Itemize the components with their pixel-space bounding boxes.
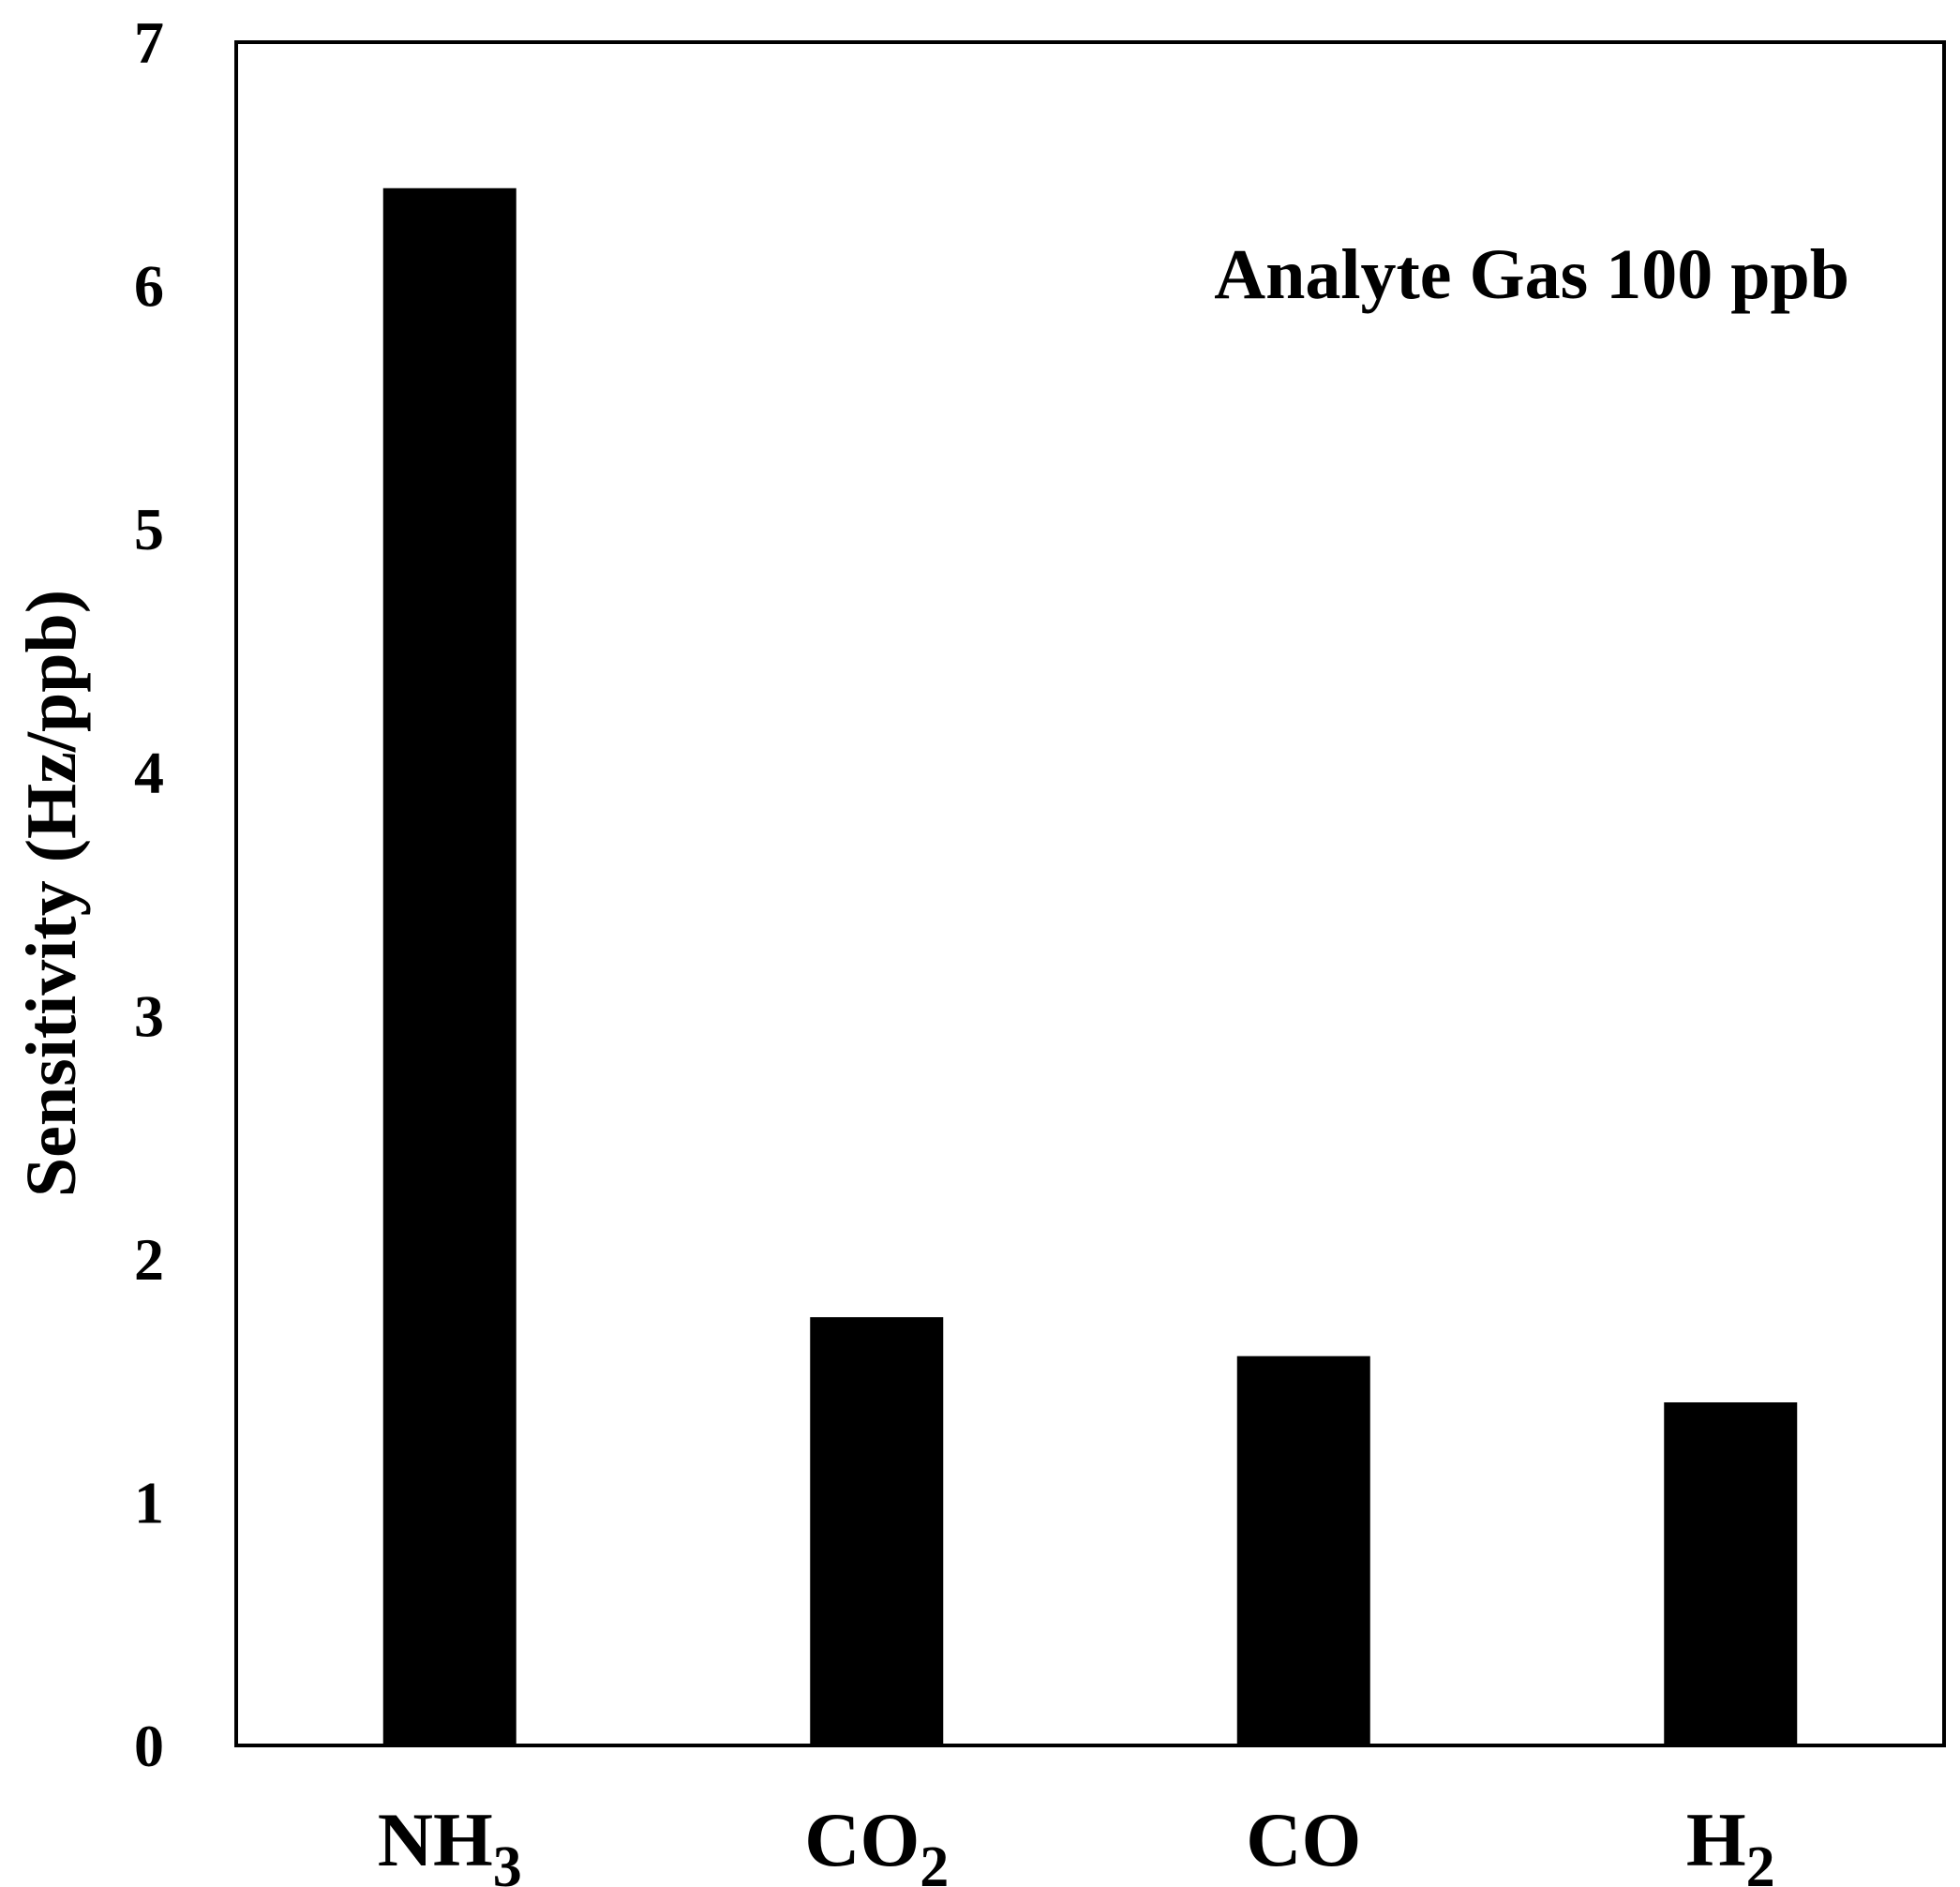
- x-category-label-subscript: 2: [1746, 1835, 1775, 1887]
- x-category-label: CO2: [804, 1797, 949, 1887]
- bar: [1664, 1402, 1798, 1745]
- x-category-label-subscript: 2: [920, 1835, 949, 1887]
- x-category-label-base: NH: [378, 1797, 493, 1882]
- y-axis-ticks: 0 1 2 3 4 5 6 7: [134, 9, 164, 1779]
- y-tick-label: 6: [134, 253, 164, 320]
- x-category-label-base: H: [1686, 1797, 1746, 1882]
- y-tick-label: 1: [134, 1469, 164, 1535]
- y-tick-label: 0: [134, 1713, 164, 1779]
- y-axis-title: Sensitivity (Hz/ppb): [12, 590, 91, 1197]
- x-category-label: H2: [1686, 1797, 1775, 1887]
- x-category-label-base: CO: [1246, 1797, 1361, 1882]
- y-tick-label: 2: [134, 1226, 164, 1293]
- x-category-label-base: CO: [804, 1797, 920, 1882]
- y-tick-label: 5: [134, 496, 164, 562]
- chart-annotation: Analyte Gas 100 ppb: [1214, 235, 1849, 314]
- plot-frame: [234, 40, 1946, 1747]
- bars: [382, 187, 1798, 1745]
- y-tick-label: 4: [134, 740, 164, 806]
- x-category-label: CO: [1246, 1797, 1361, 1882]
- bar: [382, 187, 516, 1745]
- y-tick-label: 3: [134, 982, 164, 1049]
- bar: [1236, 1355, 1370, 1745]
- x-category-label: NH3: [378, 1797, 522, 1887]
- x-axis-labels: NH3 CO2 CO H2: [378, 1797, 1775, 1887]
- bar: [810, 1317, 944, 1745]
- x-category-label-subscript: 3: [493, 1835, 522, 1887]
- y-tick-label: 7: [134, 9, 164, 76]
